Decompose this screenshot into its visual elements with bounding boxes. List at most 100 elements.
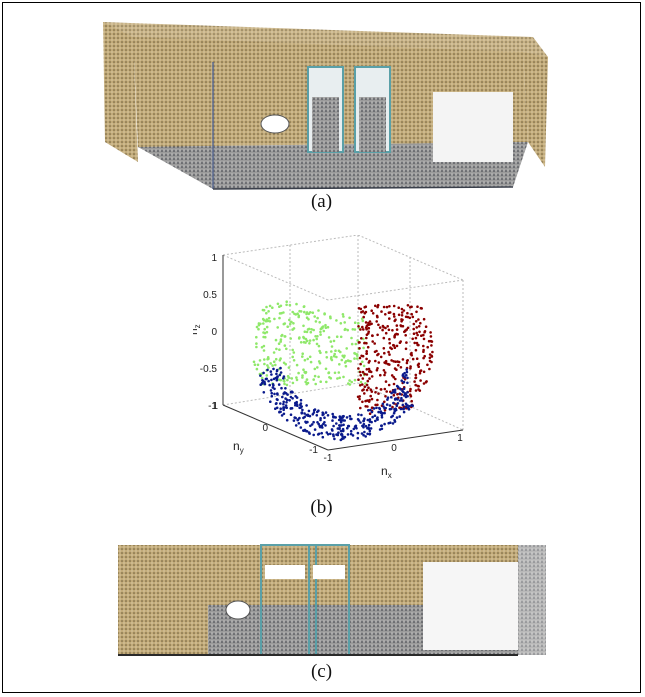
scatter-point [304,370,308,374]
scatter-point [252,360,256,364]
scatter-point [321,435,325,439]
scatter-point [368,418,372,421]
scatter-point [317,344,321,348]
scatter-point [329,357,333,360]
scatter-point [365,352,368,355]
scatter-point [275,372,278,376]
scatter-point [272,384,275,387]
scatter-point [365,350,368,353]
scatter-point [343,328,347,332]
scatter-point [280,386,283,390]
scatter-point [255,367,259,371]
scatter-point [366,379,370,383]
scatter-point [393,397,397,401]
scatter-point [394,360,397,363]
scatter-point [256,363,260,367]
scatter-point [313,374,317,378]
scatter-point [388,341,391,345]
scatter-point [414,376,417,380]
scatter-point [326,433,330,436]
scatter-point [291,310,294,314]
scatter-point [422,344,425,348]
scatter-point [308,342,311,345]
scatter-point [346,426,349,430]
scatter-point [285,300,288,303]
scatter-point [308,339,312,342]
scatter-point [265,325,269,329]
scatter-point [295,400,298,404]
scatter-point [379,373,382,377]
scatter-point [262,371,265,375]
scatter-point [357,413,360,416]
scatter-point [350,342,354,346]
scatter-point [285,398,289,402]
scatter-point [392,343,395,347]
scatter-point [360,317,364,321]
scatter-point [414,389,418,392]
scatter-point [284,387,287,390]
scatter-point [378,407,382,411]
scatter-point [255,325,259,329]
scatter-point [413,380,416,383]
scatter-point [353,357,356,360]
scatter-point [362,315,365,319]
scatter-point [392,401,395,405]
scatter-point [401,399,404,402]
scatter-point [404,334,407,337]
scatter-point [253,363,257,366]
scatter-point [262,331,265,334]
scatter-point [367,361,371,364]
scatter-point [285,406,288,410]
scatter-point [285,303,288,307]
scatter-point [368,377,371,380]
scatter-point [380,416,384,419]
scatter-point [392,304,396,308]
scatter-point [363,306,366,309]
scatter-point [267,310,270,313]
scatter-point [363,372,366,376]
scatter-point [382,369,386,372]
scatter-point [400,314,404,317]
scatter-point [371,312,375,315]
scatter-point [387,383,391,387]
scatter-point [406,304,410,307]
scatter-point [322,422,325,426]
scatter-point [395,324,399,327]
scatter-point [388,317,391,320]
scatter-point [262,391,266,394]
scatter-point [282,402,285,406]
scatter-point [382,336,386,340]
scatter-point [395,328,399,331]
scatter-point [289,337,292,340]
scatter-point [288,399,291,402]
scatter-point [429,339,433,343]
scatter-point [282,361,286,365]
scatter-point [316,316,319,320]
scatter-point [314,382,317,386]
scatter-point [279,366,282,370]
scatter-point [424,380,428,384]
scatter-point [275,369,279,373]
scatter-point [274,338,278,342]
scatter-point [353,328,357,331]
scatter-point [339,438,343,442]
scatter-point [406,326,410,330]
scatter-point [430,344,433,347]
scatter-point [413,341,416,345]
scatter-point [342,437,345,440]
scatter-point [429,335,433,338]
scatter-point [416,343,419,347]
x-tick-label: 0 [391,443,397,454]
scatter-point [357,419,361,422]
scatter-point [311,311,315,314]
scatter-point [262,349,266,352]
scatter-point [285,347,288,351]
scatter-point [358,370,362,374]
scatter-point [387,311,391,314]
scatter-point [299,398,303,402]
scatter-point [265,305,268,309]
scatter-point [265,377,268,381]
scatter-point [411,337,414,341]
scatter-point [309,424,312,428]
scatter-point [344,364,348,368]
